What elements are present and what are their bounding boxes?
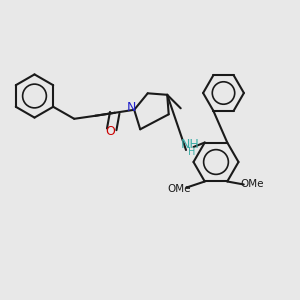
Text: OMe: OMe <box>240 179 264 190</box>
Text: N: N <box>127 101 136 114</box>
Text: NH: NH <box>181 137 200 151</box>
Text: H: H <box>188 147 196 158</box>
Text: O: O <box>105 125 115 138</box>
Text: OMe: OMe <box>167 184 191 194</box>
